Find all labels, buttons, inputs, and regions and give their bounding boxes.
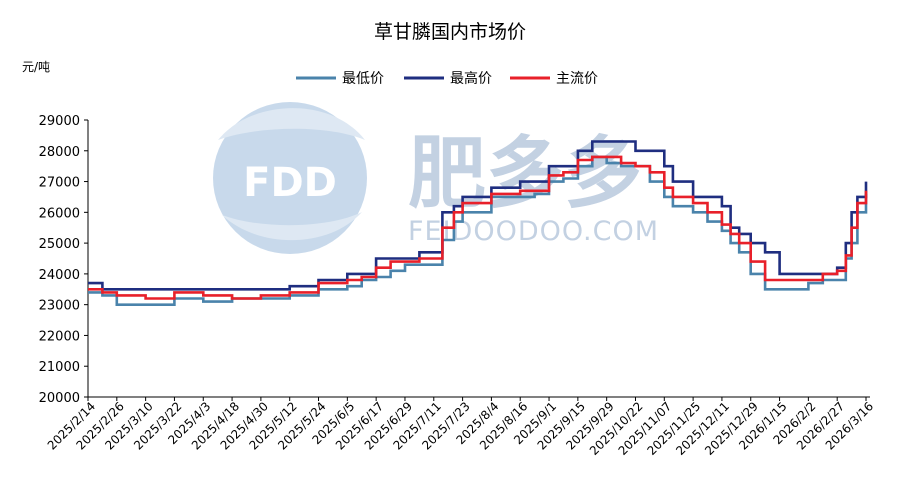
watermark-logo-leaf-lower bbox=[222, 212, 362, 241]
legend-label-low: 最低价 bbox=[342, 71, 384, 87]
legend-label-high: 最高价 bbox=[450, 70, 492, 87]
legend: 最低价 最高价 主流价 bbox=[296, 70, 598, 87]
y-tick-group: 20000 21000 22000 23000 24000 25000 26000 27000… bbox=[39, 114, 88, 406]
watermark: FDD 肥多多 FEIDOODOO.COM bbox=[213, 102, 659, 254]
y-tick-label: 24000 bbox=[39, 268, 80, 283]
series-line-main bbox=[88, 155, 868, 300]
series-group bbox=[88, 140, 868, 306]
y-unit-label: 元/吨 bbox=[22, 60, 50, 74]
series-line-low bbox=[88, 155, 868, 306]
y-tick-label: 21000 bbox=[39, 360, 80, 375]
y-tick-label: 20000 bbox=[39, 391, 80, 406]
y-tick-label: 25000 bbox=[39, 237, 80, 252]
watermark-logo-leaf bbox=[218, 108, 365, 140]
y-tick-label: 22000 bbox=[39, 329, 80, 344]
y-tick-label: 29000 bbox=[39, 114, 80, 129]
watermark-logo-circle bbox=[213, 102, 367, 254]
series-line-high bbox=[88, 140, 868, 291]
watermark-brand-text: 肥多多 bbox=[408, 129, 642, 219]
y-tick-label: 28000 bbox=[39, 145, 80, 160]
chart-title: 草甘膦国内市场价 bbox=[374, 21, 526, 43]
y-tick-label: 27000 bbox=[39, 176, 80, 191]
x-tick-group: 2025/2/142025/2/262025/3/102025/3/222025… bbox=[45, 397, 876, 458]
y-tick-label: 26000 bbox=[39, 206, 80, 221]
watermark-logo-text: FDD bbox=[243, 160, 337, 206]
watermark-url-text: FEIDOODOO.COM bbox=[408, 216, 659, 247]
y-tick-label: 23000 bbox=[39, 299, 80, 314]
legend-label-main: 主流价 bbox=[556, 71, 598, 87]
